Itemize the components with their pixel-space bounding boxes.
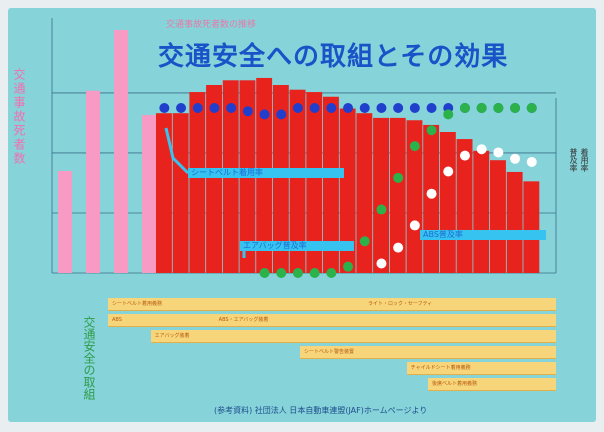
timeline-label: 後席ベルト着用義務 <box>432 381 478 387</box>
timeline-heading: 交通安全の取組 <box>66 316 96 400</box>
timeline-label: ABS・エアバッグ装着 <box>218 317 269 323</box>
blue-dot <box>309 103 320 113</box>
main-bar <box>473 150 490 273</box>
main-bar <box>439 132 456 273</box>
main-bar <box>356 113 373 273</box>
main-bar <box>289 89 306 273</box>
timeline-label: エアバッグ装着 <box>154 333 190 339</box>
timeline-label: シートベルト警告装置 <box>304 349 355 355</box>
green-dot <box>476 103 487 113</box>
main-bar <box>272 85 289 273</box>
blue-dot <box>176 103 187 113</box>
early-bar <box>142 115 156 273</box>
green-dot <box>409 141 420 152</box>
main-bar <box>506 171 523 273</box>
green-dot <box>459 103 470 113</box>
blue-dot <box>259 109 270 120</box>
green-dot <box>493 103 504 113</box>
right-ylabel-1: 普及率 <box>568 148 579 172</box>
early-bar <box>86 90 100 273</box>
source-note: (参考資料) 社団法人 日本自動車連盟(JAF)ホームページより <box>214 406 428 415</box>
main-bar <box>306 92 323 273</box>
main-bar <box>490 160 506 273</box>
green-dot <box>426 125 437 136</box>
green-dot <box>309 268 320 278</box>
green-dot <box>276 268 287 278</box>
early-bar <box>58 170 72 273</box>
timeline-label: ABS <box>112 317 122 323</box>
timeline-heading-text: 交通安全の取組 <box>82 316 96 400</box>
blue-dot <box>426 103 437 113</box>
blue-dot <box>226 103 237 113</box>
airbag-label: エアバッグ普及率 <box>240 241 354 251</box>
green-dot <box>359 236 370 247</box>
main-bar <box>172 113 189 273</box>
blue-dot <box>393 103 404 113</box>
green-dot <box>343 261 354 272</box>
timeline-label: ライト・ロック・セーフティ <box>368 301 433 307</box>
right-ylabel-1-text: 普及率 <box>569 148 578 172</box>
right-ylabel-2-text: 着用率 <box>580 148 589 172</box>
green-dot <box>376 204 387 215</box>
chart-title: 交通安全への取組とその効果 <box>158 42 509 72</box>
green-dot <box>526 103 537 113</box>
blue-dot <box>159 103 170 113</box>
white-dot <box>459 150 470 161</box>
timeline-label: シートベルト着用義務 <box>112 301 163 307</box>
white-dot <box>409 220 420 231</box>
white-dot <box>393 242 404 253</box>
early-bar <box>114 30 128 273</box>
blue-dot <box>242 106 253 117</box>
blue-dot <box>192 103 203 113</box>
blue-dot <box>292 103 303 113</box>
green-dot <box>259 268 270 278</box>
seatbelt-label: シートベルト着用率 <box>188 168 344 178</box>
blue-dot <box>359 103 370 113</box>
main-bar <box>339 108 356 273</box>
left-ylabel: 交通事故死者数 <box>12 68 28 166</box>
timeline-label: チャイルドシート着用義務 <box>410 365 471 371</box>
main-bar <box>423 124 440 273</box>
white-dot <box>376 258 387 269</box>
green-dot <box>510 103 521 113</box>
timeline-bar <box>150 330 556 343</box>
blue-dot <box>376 103 387 113</box>
timeline-bar <box>428 378 556 391</box>
white-dot <box>510 153 521 164</box>
timeline-bar <box>364 298 556 311</box>
main-bar <box>206 85 222 273</box>
blue-dot <box>409 103 420 113</box>
white-dot <box>476 144 487 155</box>
seatbelt-connector <box>164 127 190 175</box>
blue-dot <box>326 103 337 113</box>
main-bar <box>189 92 206 273</box>
green-dot <box>443 109 454 120</box>
blue-dot <box>209 103 220 113</box>
chart-subtitle: 交通事故死者数の推移 <box>166 20 257 30</box>
white-dot <box>526 156 537 167</box>
green-dot <box>393 172 404 183</box>
timeline-bar <box>300 346 556 359</box>
white-dot <box>443 166 454 177</box>
chart-board: 交通安全への取組とその効果 交通事故死者数の推移 交通事故死者数 普及率 着用率… <box>8 8 596 422</box>
main-bar <box>406 120 423 273</box>
main-bar <box>523 181 540 273</box>
main-bar <box>389 117 406 274</box>
white-dot <box>426 188 437 199</box>
main-bar <box>323 96 339 273</box>
timeline-bar <box>214 314 556 327</box>
green-dot <box>292 268 303 278</box>
white-dot <box>493 147 504 158</box>
blue-dot <box>343 103 354 113</box>
green-dot <box>326 268 337 278</box>
main-bar <box>156 113 172 273</box>
left-ylabel-text: 交通事故死者数 <box>12 68 26 166</box>
main-bar <box>373 117 389 274</box>
timeline-bar <box>406 362 556 375</box>
right-ylabel-2: 着用率 <box>579 148 590 172</box>
blue-dot <box>276 109 287 120</box>
abs-label: ABS普及率 <box>420 230 546 240</box>
